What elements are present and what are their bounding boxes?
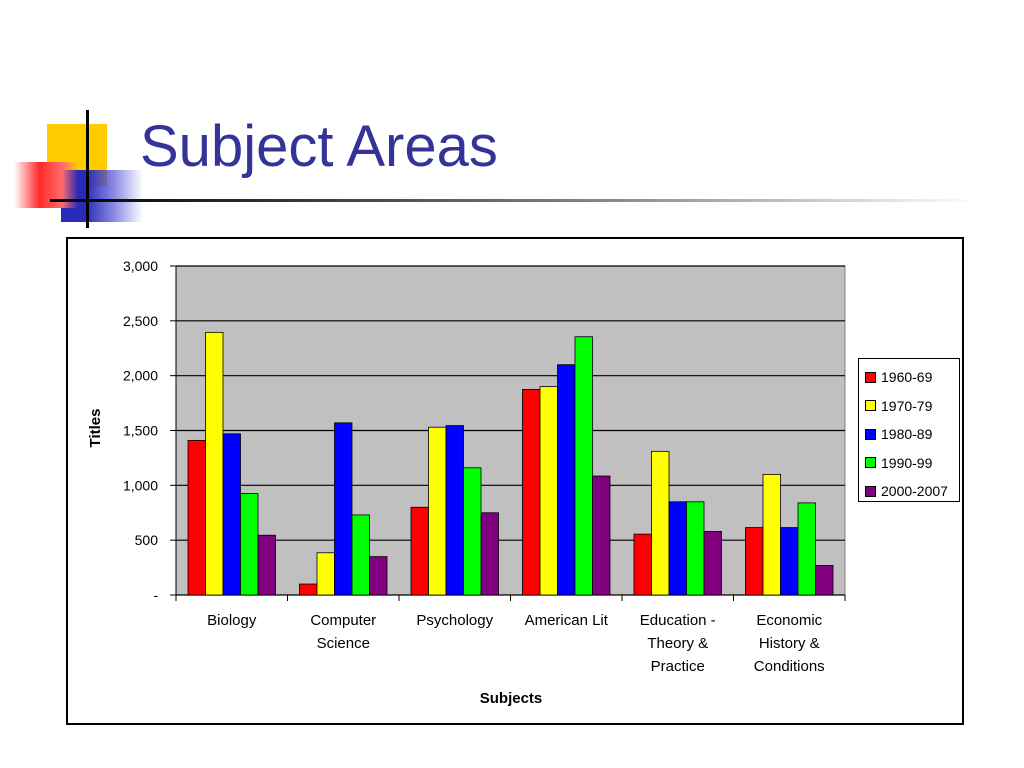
bar: [316, 552, 335, 596]
y-tick-label: 2,000: [123, 368, 158, 384]
legend-swatch: [865, 428, 876, 440]
legend-label: 2000-2007: [881, 483, 948, 500]
legend-swatch: [865, 371, 876, 383]
legend-item: 2000-2007: [859, 477, 959, 506]
bar: [428, 426, 447, 596]
x-tick-label: History &: [759, 635, 820, 652]
bar: [592, 475, 611, 596]
bar: [745, 527, 764, 596]
bar: [334, 422, 353, 596]
bar: [815, 564, 834, 596]
decor-horizontal-line: [50, 199, 980, 202]
x-tick-label: Theory &: [647, 635, 708, 652]
bar: [651, 450, 670, 596]
x-tick-label: Conditions: [754, 658, 825, 675]
legend-swatch: [865, 485, 876, 497]
x-tick-label: Practice: [651, 658, 705, 675]
x-tick-label: Science: [317, 635, 370, 652]
bar: [539, 386, 558, 596]
bar: [668, 501, 687, 596]
bar: [574, 336, 593, 596]
bar: [686, 501, 705, 596]
decor-vertical-line: [86, 110, 89, 228]
bar: [633, 533, 652, 596]
x-tick-label: Biology: [207, 612, 257, 629]
legend-label: 1990-99: [881, 454, 933, 471]
bar: [187, 439, 206, 596]
bar: [463, 467, 482, 596]
chart-legend: 1960-69 1970-79 1980-89 1990-99 2000-2007: [858, 358, 960, 502]
x-axis-title: Subjects: [480, 690, 543, 707]
x-tick-label: Education -: [640, 612, 716, 629]
x-tick-label: Psychology: [416, 612, 493, 629]
y-tick-label: 1,500: [123, 423, 158, 439]
legend-label: 1970-79: [881, 397, 933, 414]
legend-item: 1960-69: [859, 363, 959, 392]
x-tick-label: Economic: [756, 612, 822, 629]
legend-label: 1980-89: [881, 426, 933, 443]
slide-title: Subject Areas: [140, 114, 498, 179]
bar: [299, 583, 318, 596]
bar: [762, 473, 781, 596]
bar: [522, 388, 541, 596]
x-tick-label: American Lit: [525, 612, 609, 629]
x-tick-label: Computer: [310, 612, 376, 629]
y-tick-label: 500: [135, 532, 159, 548]
y-axis-title: Titles: [87, 409, 104, 448]
bar: [780, 527, 799, 596]
legend-label: 1960-69: [881, 369, 933, 386]
y-tick-label: 3,000: [123, 258, 158, 274]
bar: [445, 425, 464, 596]
bar: [240, 493, 259, 596]
y-tick-label: 1,000: [123, 477, 158, 493]
legend-swatch: [865, 400, 876, 412]
bar: [703, 530, 722, 596]
legend-swatch: [865, 457, 876, 469]
bar: [205, 331, 224, 596]
bar: [410, 506, 429, 596]
bar: [369, 556, 388, 596]
bar: [797, 502, 816, 596]
bar: [351, 514, 370, 596]
legend-item: 1970-79: [859, 392, 959, 421]
bar: [222, 433, 241, 596]
bar: [557, 364, 576, 596]
y-tick-label: 2,500: [123, 313, 158, 329]
y-tick-label: -: [153, 587, 158, 603]
bar: [257, 534, 276, 596]
legend-item: 1990-99: [859, 449, 959, 478]
legend-item: 1980-89: [859, 420, 959, 449]
bar: [480, 512, 499, 596]
